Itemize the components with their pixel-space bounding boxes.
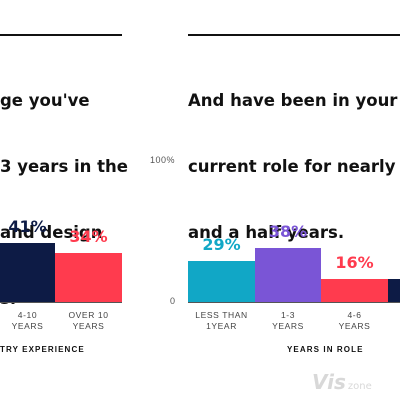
bar-value-label: 29% (202, 235, 241, 254)
watermark-logo: Vis zone (312, 370, 372, 394)
right-headline-line: and a half years. (188, 223, 345, 242)
category-label: 4-10 YEARS (11, 310, 44, 331)
bar-0-1 (0, 243, 55, 302)
left-headline-rule (0, 34, 122, 36)
category-label: 1-3 YEARS (272, 310, 304, 331)
y-tick-0: 0 (170, 296, 176, 306)
watermark-suffix: zone (347, 381, 372, 392)
bar-1-0 (188, 261, 255, 302)
category-label: OVER 10 YEARS (68, 310, 109, 331)
category-label: LESS THAN 1YEAR (195, 310, 248, 331)
bar-1-3 (388, 279, 400, 302)
bar-value-label: 38% (268, 222, 308, 241)
bar-0-2 (55, 253, 122, 302)
left-x-axis-title: TRY EXPERIENCE (0, 345, 85, 354)
y-tick-100: 100% (150, 155, 176, 165)
right-headline: And have been in your current role for n… (188, 46, 400, 266)
bar-value-label: 34% (69, 227, 108, 246)
left-headline-line: ge you've (0, 91, 90, 110)
bar-1-1 (255, 248, 321, 302)
bar-value-label: 16% (335, 253, 374, 272)
left-baseline (0, 302, 122, 303)
right-baseline (188, 302, 400, 303)
right-headline-rule (188, 34, 400, 36)
right-headline-line: current role for nearly 4 (188, 157, 400, 176)
bar-1-2 (321, 279, 388, 302)
left-headline-line: and design (0, 223, 103, 242)
left-headline-line: 3 years in the (0, 157, 128, 176)
category-label: 4-6 YEARS (338, 310, 371, 331)
bar-value-label: 41% (8, 217, 47, 236)
watermark-text: Vis (312, 370, 346, 394)
right-x-axis-title: YEARS IN ROLE (287, 345, 364, 354)
right-headline-line: And have been in your (188, 91, 398, 110)
